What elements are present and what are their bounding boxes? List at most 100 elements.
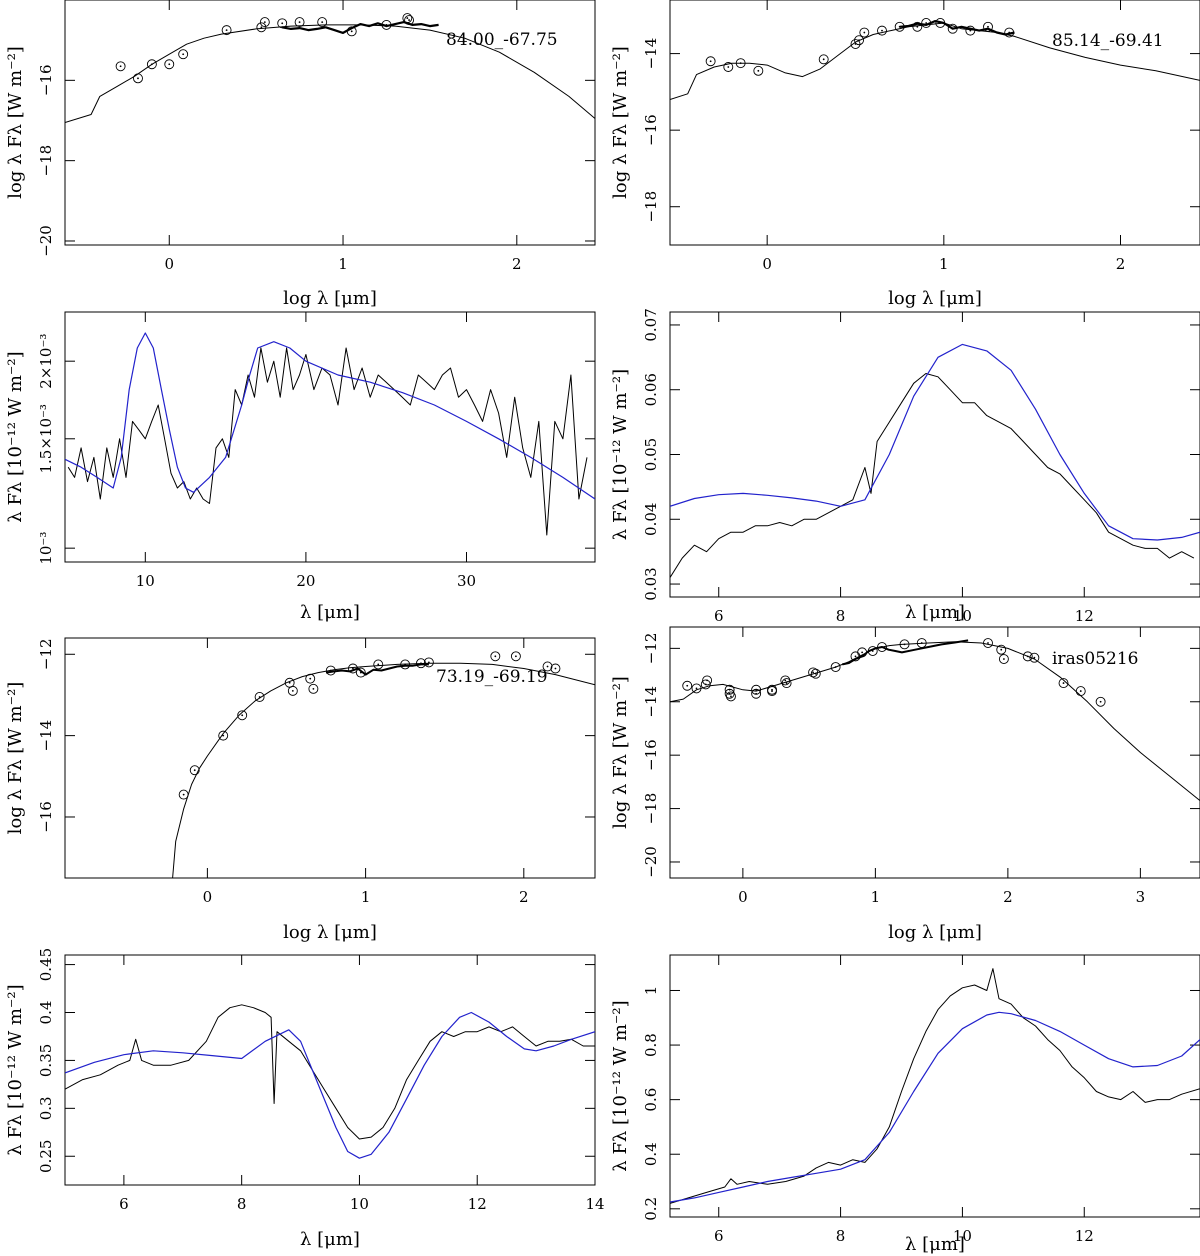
y-tick-label: 0.35 [37, 1044, 55, 1077]
plot-area [172, 651, 595, 878]
data-point [373, 659, 384, 670]
plot-frame [64, 637, 596, 879]
y-tick-label: 0.07 [642, 308, 660, 341]
y-tick-label: 0.8 [642, 1033, 660, 1057]
y-axis-label: log λ Fλ [W m⁻²] [5, 46, 26, 199]
y-tick-label: −20 [37, 225, 55, 257]
y-tick-label: −18 [37, 145, 55, 177]
series-irs-spectrum [67, 347, 588, 536]
data-point [857, 647, 868, 658]
y-tick-label: −16 [37, 64, 55, 96]
x-tick-label: 8 [836, 607, 846, 625]
panel-p6: 0 1 2 3 −20 −18 −16 −14 −12 log λ [μm] log λ Fλ [W… [610, 626, 1200, 943]
data-point [133, 73, 143, 84]
series-model [65, 332, 595, 500]
data-point [751, 688, 762, 699]
x-tick-label: 1 [338, 255, 348, 273]
series-irs-spectrum [670, 373, 1195, 578]
y-tick-label: 0.6 [642, 1088, 660, 1112]
x-tick-label: 8 [836, 1227, 846, 1245]
y-tick-label: −12 [37, 638, 55, 670]
source-name-label: iras05216 [1052, 649, 1139, 669]
data-point [325, 665, 336, 676]
data-point [983, 21, 993, 32]
data-point [550, 663, 561, 674]
data-point [691, 683, 702, 694]
data-point [682, 680, 693, 691]
plot-frame [669, 0, 1200, 246]
data-point [402, 13, 413, 24]
x-tick-label: 0 [203, 888, 213, 906]
data-point [355, 667, 366, 678]
x-tick-label: 6 [714, 607, 724, 625]
data-point [115, 61, 126, 72]
y-tick-label: 1 [642, 986, 660, 996]
y-axis-label: λ Fλ [10⁻¹² W m⁻²] [5, 351, 26, 522]
data-point [912, 21, 923, 32]
data-point [164, 59, 175, 70]
x-tick-label: 10 [953, 607, 972, 625]
data-point [723, 62, 734, 72]
source-name-label: 73.19_-69.19 [436, 667, 548, 687]
y-axis-label: λ Fλ [10⁻¹² W m⁻²] [5, 984, 26, 1155]
x-tick-label: 12 [1075, 607, 1094, 625]
data-point [317, 17, 328, 28]
data-point [423, 657, 434, 668]
y-tick-label: −14 [642, 38, 660, 70]
x-tick-label: 2 [1003, 888, 1013, 906]
plot-area [670, 638, 1200, 801]
data-point [400, 659, 411, 670]
x-tick-label: 10 [136, 572, 155, 590]
series-irs-spectrum [670, 968, 1200, 1204]
data-point [259, 17, 270, 28]
series-irs-spectrum [65, 1004, 595, 1140]
series-model [172, 662, 595, 878]
data-point [735, 58, 746, 69]
y-tick-label: 10⁻³ [37, 532, 55, 565]
data-point [965, 25, 976, 36]
plot-frame [669, 954, 1200, 1218]
data-point [724, 688, 735, 699]
plot-area [670, 343, 1200, 578]
data-point [996, 644, 1007, 655]
x-tick-label: 1 [871, 888, 881, 906]
y-tick-label: 0.06 [642, 373, 660, 406]
y-axis-label: log λ Fλ [W m⁻²] [610, 46, 631, 199]
data-point [221, 25, 232, 36]
y-tick-label: −20 [642, 846, 660, 878]
data-point [877, 642, 887, 652]
y-tick-label: −12 [642, 633, 660, 665]
x-tick-label: 30 [457, 572, 476, 590]
x-tick-label: 3 [1136, 888, 1146, 906]
panel-p8: 6 8 10 12 0.2 0.4 0.6 0.8 1 λ [μm] λ Fλ [10⁻¹² W m… [610, 954, 1200, 1255]
data-point [1058, 678, 1069, 689]
plot-frame [64, 954, 596, 1186]
data-point [542, 661, 553, 672]
data-point [218, 730, 229, 741]
data-point [810, 668, 821, 679]
data-point [702, 675, 713, 686]
data-point [1004, 27, 1015, 38]
series-irs-spectrum [842, 639, 969, 666]
series-model [670, 641, 1200, 801]
data-point [346, 26, 357, 37]
y-tick-label: 0.2 [642, 1197, 660, 1221]
data-point [1022, 651, 1033, 662]
x-axis-label: log λ [μm] [888, 288, 982, 309]
data-point [947, 23, 958, 34]
y-tick-label: −16 [642, 114, 660, 146]
x-axis-label: λ [μm] [300, 1229, 360, 1250]
y-tick-label: 0.04 [642, 503, 660, 536]
y-tick-label: 0.45 [37, 948, 55, 981]
data-point [780, 675, 791, 686]
x-tick-label: 8 [237, 1195, 247, 1213]
data-point [1095, 696, 1106, 707]
x-tick-label: 1 [939, 255, 949, 273]
panel-p5: 0 1 2 −16 −14 −12 log λ [μm] log λ Fλ [W m⁻²] 73… [5, 637, 596, 943]
plot-area [65, 1004, 595, 1159]
data-point [753, 65, 764, 76]
panel-p4: 6 8 10 12 0.03 0.04 0.05 0.06 0.07 λ [μm] λ Fλ [10… [610, 308, 1200, 625]
y-axis-label: λ Fλ [10⁻¹² W m⁻²] [610, 1000, 631, 1171]
y-tick-label: −16 [37, 801, 55, 833]
